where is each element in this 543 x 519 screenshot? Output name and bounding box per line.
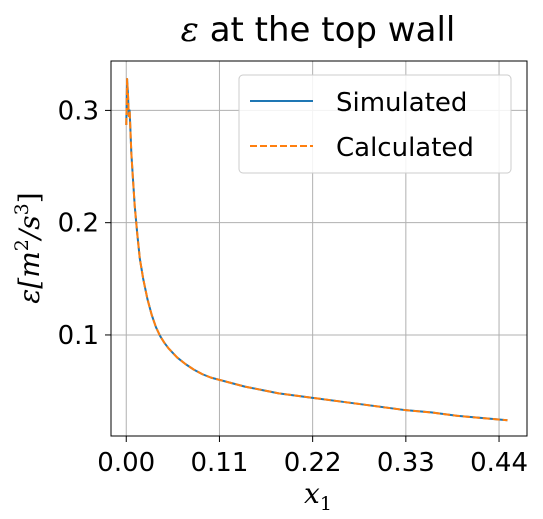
x-tick-label: 0.11	[191, 448, 249, 478]
chart-title: ε at the top wall	[181, 10, 456, 50]
legend-label-simulated: Simulated	[336, 88, 467, 118]
x-tick-label: 0.44	[470, 448, 528, 478]
y-axis-label-c: ]	[13, 192, 46, 203]
y-tick-label: 0.3	[58, 96, 99, 126]
x-tick-label: 0.00	[97, 448, 155, 478]
x-tick-label: 0.33	[377, 448, 435, 478]
y-tick-label: 0.2	[58, 209, 99, 239]
legend-label-calculated: Calculated	[336, 133, 474, 163]
x-axis-label-main: x	[304, 477, 320, 510]
y-axis-label-a: ε[m	[13, 251, 46, 304]
axis-ticks: 0.00 0.11 0.22 0.33 0.44 0.1 0.2 0.3	[58, 96, 528, 478]
chart-title-symbol: ε	[181, 10, 199, 50]
series-group	[125, 77, 508, 422]
y-axis-label-b: /s	[13, 215, 46, 242]
x-tick-label: 0.22	[284, 448, 342, 478]
x-axis-label-sub: 1	[320, 493, 332, 515]
y-tick-label: 0.1	[58, 321, 99, 351]
plot-frame	[110, 60, 528, 437]
x-axis-label: x1	[304, 477, 332, 515]
series-line-calculated	[125, 77, 508, 422]
legend-box	[238, 74, 512, 174]
legend: Simulated Calculated	[238, 74, 512, 174]
y-axis-label-exp2: 3	[11, 203, 33, 215]
y-axis-label: ε[m2/s3]	[11, 192, 46, 303]
y-axis-label-exp1: 2	[11, 239, 33, 251]
chart-title-text: at the top wall	[199, 10, 455, 50]
